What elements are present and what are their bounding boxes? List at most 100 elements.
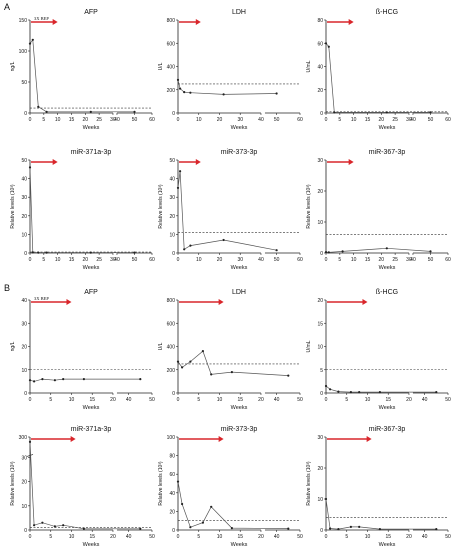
y-tick-label: 0 xyxy=(172,111,175,117)
y-tick-label: 600 xyxy=(167,321,176,327)
x-tick-label: 10 xyxy=(351,117,357,123)
chart-panel-9: ß-HCG 0 5 10 15 20 U/mL 0 5 10 15 20 40 50 Weeks xyxy=(306,289,451,411)
data-point xyxy=(133,251,136,254)
x-tick-label: 40 xyxy=(126,397,132,403)
x-tick-label: 60 xyxy=(297,117,303,123)
y-tick-label: 0 xyxy=(24,528,27,534)
x-tick-label: 50 xyxy=(428,257,434,263)
y-tick-label: 0 xyxy=(320,391,323,397)
x-tick-label: 30 xyxy=(110,117,116,123)
y-axis-label: ng/L xyxy=(10,341,16,351)
data-point xyxy=(139,378,142,381)
x-tick-label: 50 xyxy=(149,534,155,540)
data-point xyxy=(37,251,40,254)
data-point xyxy=(89,110,92,113)
x-tick-label: 50 xyxy=(445,534,451,540)
data-point xyxy=(179,87,182,90)
data-series-line xyxy=(325,43,431,113)
x-tick-label: 0 xyxy=(177,117,180,123)
x-axis-label: Weeks xyxy=(231,542,248,548)
y-tick-label: 20 xyxy=(21,480,27,486)
y-tick-label: 30 xyxy=(169,195,175,201)
y-axis-label: Relative levels (10³) xyxy=(158,461,164,506)
y-tick-label: 40 xyxy=(21,298,27,304)
y-axis-label: U/L xyxy=(158,62,164,70)
y-tick-label: 0 xyxy=(320,251,323,257)
x-tick-label: 20 xyxy=(217,257,223,263)
x-tick-label: 25 xyxy=(96,257,102,263)
x-tick-label: 20 xyxy=(258,397,264,403)
x-tick-label: 40 xyxy=(422,397,428,403)
data-series-line xyxy=(325,498,437,530)
chart-title: ß-HCG xyxy=(376,289,398,296)
data-point xyxy=(189,244,192,247)
x-tick-label: 40 xyxy=(274,534,280,540)
chart-title: miR-367-3p xyxy=(369,426,406,433)
y-axis-label: ng/L xyxy=(10,61,16,71)
x-tick-label: 50 xyxy=(445,397,451,403)
y-tick-label: 0 xyxy=(320,528,323,534)
data-point xyxy=(89,251,92,254)
x-tick-label: 10 xyxy=(69,397,75,403)
treatment-arrow-head xyxy=(195,19,201,25)
y-tick-label: 20 xyxy=(317,88,323,94)
data-point xyxy=(183,248,186,251)
treatment-arrow-head xyxy=(52,159,58,165)
treatment-arrow-head xyxy=(348,19,354,25)
chart-panel-7: AFP 0 10 20 30 40 ng/L 0 5 10 15 20 40 50 Weeks 3X BEP xyxy=(10,289,155,411)
x-tick-label: 15 xyxy=(365,257,371,263)
data-point xyxy=(41,378,44,381)
x-tick-label: 0 xyxy=(29,534,32,540)
treatment-arrow-head xyxy=(52,19,58,25)
treatment-arrow-label: 3X BEP xyxy=(34,296,49,301)
x-tick-label: 25 xyxy=(96,117,102,123)
x-tick-label: 40 xyxy=(114,117,120,123)
x-tick-label: 0 xyxy=(29,117,32,123)
x-tick-label: 20 xyxy=(83,117,89,123)
data-point xyxy=(324,42,328,45)
treatment-arrow-head xyxy=(218,436,224,442)
treatment-arrow-label: 3X BEP xyxy=(34,16,49,21)
x-tick-label: 20 xyxy=(379,117,385,123)
chart-title: miR-373-3p xyxy=(221,149,258,156)
data-point xyxy=(53,379,57,382)
x-tick-label: 15 xyxy=(89,534,95,540)
chart-title: LDH xyxy=(232,9,246,16)
data-point xyxy=(189,526,192,529)
x-tick-label: 50 xyxy=(132,117,138,123)
x-tick-label: 20 xyxy=(110,534,116,540)
chart-panel-12: miR-367-3p 0 10 20 30 Relative levels (10³) 0 5… xyxy=(306,426,451,548)
x-tick-label: 0 xyxy=(29,397,32,403)
data-point xyxy=(181,366,184,369)
chart-panel-5: miR-373-3p 0 10 20 30 40 50 Relative levels (10… xyxy=(158,149,303,271)
y-tick-label: 150 xyxy=(19,18,28,24)
y-tick-label: 800 xyxy=(167,298,176,304)
x-tick-label: 15 xyxy=(237,534,243,540)
data-point xyxy=(329,527,332,530)
y-tick-label: 300 xyxy=(19,435,28,441)
data-series-line xyxy=(29,378,141,382)
treatment-arrow-head xyxy=(366,436,372,442)
x-tick-label: 20 xyxy=(258,534,264,540)
x-tick-label: 10 xyxy=(217,534,223,540)
data-point xyxy=(176,480,180,483)
y-axis-label: U/mL xyxy=(306,60,312,72)
data-point xyxy=(429,111,432,114)
data-point xyxy=(176,186,180,189)
data-point xyxy=(435,528,438,531)
data-point xyxy=(37,105,40,108)
data-point xyxy=(385,111,388,114)
y-axis-label: U/mL xyxy=(306,340,312,352)
y-tick-label: 0 xyxy=(24,251,27,257)
data-point xyxy=(222,93,225,96)
x-tick-label: 60 xyxy=(445,117,451,123)
data-point xyxy=(378,528,381,531)
x-tick-label: 15 xyxy=(89,397,95,403)
data-series-line xyxy=(177,481,289,529)
y-tick-label: 100 xyxy=(167,435,176,441)
x-tick-label: 0 xyxy=(325,397,328,403)
treatment-arrow-head xyxy=(66,299,72,305)
x-tick-label: 5 xyxy=(345,534,348,540)
data-point xyxy=(337,528,340,531)
